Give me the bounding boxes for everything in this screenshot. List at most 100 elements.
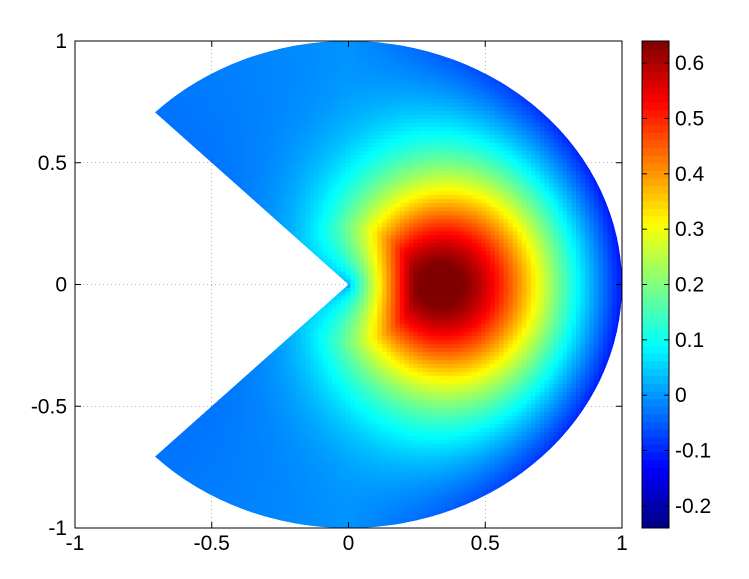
field-cell [183,455,189,461]
field-cell [228,415,234,421]
field-cell [255,435,261,441]
field-cell [205,463,211,469]
field-cell [309,491,315,497]
field-cell [309,41,315,47]
field-cell [309,122,315,127]
field-cell [282,379,288,384]
field-cell [278,166,284,172]
field-cell [260,134,266,139]
field-cell [287,419,293,425]
field-cell [264,138,270,143]
field-cell [314,415,320,421]
field-cell [278,399,284,405]
field-cell [255,158,261,163]
field-cell [305,515,311,521]
field-cell [273,162,279,168]
field-cell [305,238,311,244]
field-cell [241,166,248,172]
field-cell [210,467,216,473]
field-cell [187,102,193,107]
field-cell [192,98,198,103]
field-cell [246,182,252,188]
field-cell [282,403,288,409]
field-cell [282,106,288,111]
field-cell [246,431,252,437]
field-cell [309,198,315,204]
field-cell [296,182,302,188]
field-cell [309,351,315,356]
field-cell [296,407,302,413]
field-cell [314,387,320,392]
field-cell [228,158,234,163]
field-cell [246,138,252,143]
field-cell [210,106,216,111]
field-cell [269,431,275,437]
field-cell [264,491,270,497]
field-cell [309,45,315,51]
field-cell [282,431,288,437]
field-cell [196,423,202,429]
field-cell [264,174,270,180]
field-cell [278,134,284,139]
field-cell [210,73,216,79]
field-cell [250,178,257,184]
field-cell [255,467,261,473]
field-cell [278,459,284,465]
field-cell [305,455,311,461]
field-cell [309,335,315,340]
field-cell [296,487,302,493]
field-cell [291,230,297,236]
field-cell [282,138,288,143]
field-cell [232,98,239,103]
field-cell [282,443,288,449]
field-cell [296,122,302,127]
field-cell [305,166,311,172]
field-cell [300,379,306,384]
field-cell [296,347,302,352]
field-cell [246,186,252,192]
field-cell [228,423,234,429]
field-cell [228,479,234,485]
field-cell [309,435,315,441]
field-cell [241,491,248,497]
field-cell [300,69,306,75]
field-cell [296,387,302,392]
field-cell [246,447,252,453]
field-cell [269,499,275,505]
field-cell [246,61,252,67]
field-cell [228,463,234,469]
field-cell [287,114,293,119]
field-cell [269,507,275,513]
field-cell [273,491,279,497]
field-cell [300,419,306,425]
field-cell [309,194,315,200]
field-cell [287,190,293,196]
field-cell [273,459,279,465]
field-cell [264,471,270,477]
field-cell [196,463,202,469]
field-cell [273,69,279,75]
field-cell [255,110,261,115]
field-cell [309,202,315,208]
field-cell [273,210,279,216]
field-cell [223,82,230,87]
field-cell [260,511,266,517]
field-cell [264,65,270,71]
field-cell [192,86,198,91]
field-cell [300,407,306,413]
field-cell [241,383,248,388]
field-cell [205,475,211,481]
field-cell [291,467,297,473]
field-cell [187,126,193,131]
field-cell [291,347,297,352]
field-cell [255,61,261,67]
field-cell [232,78,239,83]
field-cell [223,463,230,469]
field-cell [187,86,193,91]
field-cell [291,355,297,360]
field-cell [246,114,252,119]
field-cell [296,65,302,71]
field-cell [255,411,261,417]
field-cell [192,82,198,87]
field-cell [291,154,297,159]
